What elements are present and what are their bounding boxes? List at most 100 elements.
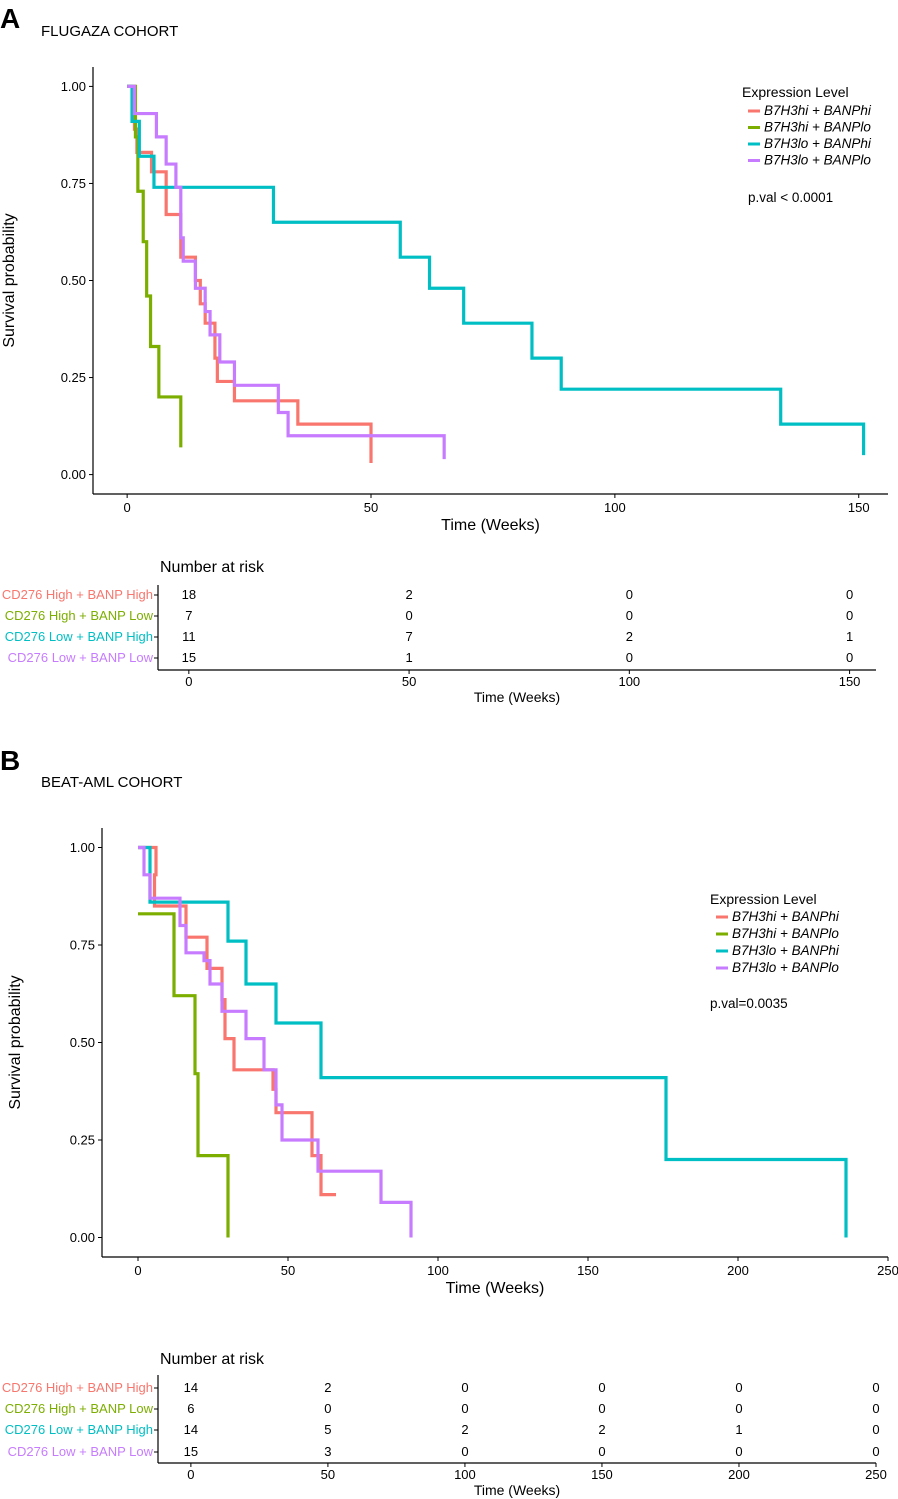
risk-count: 3 <box>324 1444 331 1459</box>
survival-curve-B7H3lo_BANPlo <box>127 84 446 460</box>
risk-x-tick-label: 150 <box>839 674 861 689</box>
risk-row-label: CD276 Low + BANP High <box>5 629 153 644</box>
cohort-title-b: BEAT-AML COHORT <box>41 774 182 791</box>
risk-row-label: CD276 High + BANP High <box>2 1380 153 1395</box>
risk-x-axis-title: Time (Weeks) <box>474 1482 560 1498</box>
x-tick-label: 0 <box>124 500 131 515</box>
risk-count: 14 <box>184 1380 198 1395</box>
x-tick-label: 50 <box>281 1263 295 1278</box>
risk-count: 0 <box>735 1401 742 1416</box>
risk-x-tick-label: 50 <box>402 674 416 689</box>
risk-count: 2 <box>405 587 412 602</box>
legend-title: Expression Level <box>710 891 817 907</box>
risk-count: 0 <box>872 1401 879 1416</box>
risk-count: 0 <box>872 1380 879 1395</box>
panel-letter-a: A <box>0 3 20 34</box>
risk-count: 0 <box>598 1401 605 1416</box>
survival-plot-b: 0.00 0.25 0.50 0.75 1.00 0 50 100 150 200 250 Time … <box>7 828 898 1297</box>
risk-x-tick-label: 200 <box>728 1467 750 1482</box>
y-tick-label: 1.00 <box>61 79 86 94</box>
risk-count: 0 <box>735 1444 742 1459</box>
risk-count: 0 <box>846 608 853 623</box>
p-value-label: p.val < 0.0001 <box>748 190 833 205</box>
risk-count: 0 <box>626 587 633 602</box>
risk-count: 15 <box>184 1444 198 1459</box>
risk-count: 0 <box>598 1380 605 1395</box>
risk-count: 2 <box>461 1422 468 1437</box>
legend-entry: B7H3hi + BANPhi <box>764 103 872 118</box>
risk-row-label: CD276 High + BANP Low <box>5 1401 154 1416</box>
panel-letter-b: B <box>0 745 20 776</box>
y-tick-label: 0.50 <box>61 273 86 288</box>
x-tick-label: 100 <box>604 500 626 515</box>
risk-count: 11 <box>182 629 196 644</box>
risk-count: 0 <box>461 1401 468 1416</box>
risk-row-label: CD276 Low + BANP Low <box>8 1444 154 1459</box>
y-tick-label: 0.75 <box>70 938 95 953</box>
x-tick-label: 250 <box>877 1263 898 1278</box>
legend-entry: B7H3lo + BANPlo <box>764 153 871 168</box>
y-tick-label: 0.50 <box>70 1035 95 1050</box>
risk-x-tick-label: 150 <box>591 1467 613 1482</box>
y-tick-label: 0.00 <box>61 467 86 482</box>
risk-count: 0 <box>324 1401 331 1416</box>
risk-count: 14 <box>184 1422 198 1437</box>
risk-count: 2 <box>598 1422 605 1437</box>
risk-count: 18 <box>182 587 196 602</box>
y-axis-title: Survival probability <box>1 213 18 347</box>
legend-entry: B7H3hi + BANPlo <box>732 926 839 941</box>
x-axis-title: Time (Weeks) <box>446 1280 545 1297</box>
legend-entry: B7H3hi + BANPhi <box>732 909 840 924</box>
risk-count: 6 <box>187 1401 194 1416</box>
risk-table-title: Number at risk <box>160 559 265 576</box>
x-tick-label: 200 <box>727 1263 749 1278</box>
x-axis-title: Time (Weeks) <box>441 517 540 534</box>
survival-curve-B7H3hi_BANPlo <box>138 912 230 1238</box>
survival-curve-B7H3lo_BANPhi <box>127 84 866 456</box>
y-tick-label: 1.00 <box>70 840 95 855</box>
risk-x-tick-label: 0 <box>185 674 192 689</box>
x-tick-label: 50 <box>364 500 378 515</box>
risk-count: 0 <box>735 1380 742 1395</box>
risk-count: 0 <box>846 650 853 665</box>
risk-row-label: CD276 High + BANP High <box>2 587 153 602</box>
risk-count: 5 <box>324 1422 331 1437</box>
risk-count: 0 <box>598 1444 605 1459</box>
risk-count: 0 <box>626 608 633 623</box>
x-tick-label: 100 <box>427 1263 449 1278</box>
risk-count: 1 <box>405 650 412 665</box>
survival-curve-B7H3lo_BANPhi <box>138 845 848 1238</box>
risk-x-tick-label: 250 <box>865 1467 887 1482</box>
risk-count: 0 <box>872 1444 879 1459</box>
risk-count: 0 <box>405 608 412 623</box>
risk-count: 0 <box>461 1444 468 1459</box>
legend-entry: B7H3lo + BANPlo <box>732 960 839 975</box>
x-tick-label: 150 <box>848 500 870 515</box>
risk-count: 0 <box>846 587 853 602</box>
risk-row-label: CD276 Low + BANP High <box>5 1422 153 1437</box>
risk-x-tick-label: 100 <box>454 1467 476 1482</box>
risk-count: 1 <box>846 629 853 644</box>
p-value-label: p.val=0.0035 <box>710 996 788 1011</box>
risk-x-tick-label: 100 <box>618 674 640 689</box>
y-tick-label: 0.00 <box>70 1230 95 1245</box>
risk-row-label: CD276 High + BANP Low <box>5 608 154 623</box>
risk-count: 1 <box>735 1422 742 1437</box>
risk-table-title: Number at risk <box>160 1351 265 1368</box>
legend-entry: B7H3lo + BANPhi <box>764 136 872 151</box>
risk-x-tick-label: 50 <box>321 1467 335 1482</box>
risk-count: 7 <box>405 629 412 644</box>
risk-count: 7 <box>185 608 192 623</box>
survival-curve-B7H3hi_BANPlo <box>127 84 183 448</box>
x-tick-label: 0 <box>134 1263 141 1278</box>
risk-count: 15 <box>182 650 196 665</box>
y-tick-label: 0.25 <box>70 1133 95 1148</box>
survival-plot-a: 0.00 0.25 0.50 0.75 1.00 0 50 100 150 Time (Weeks… <box>1 67 888 534</box>
legend-title: Expression Level <box>742 84 849 100</box>
y-tick-label: 0.25 <box>61 370 86 385</box>
risk-count: 2 <box>324 1380 331 1395</box>
legend-entry: B7H3lo + BANPhi <box>732 943 840 958</box>
